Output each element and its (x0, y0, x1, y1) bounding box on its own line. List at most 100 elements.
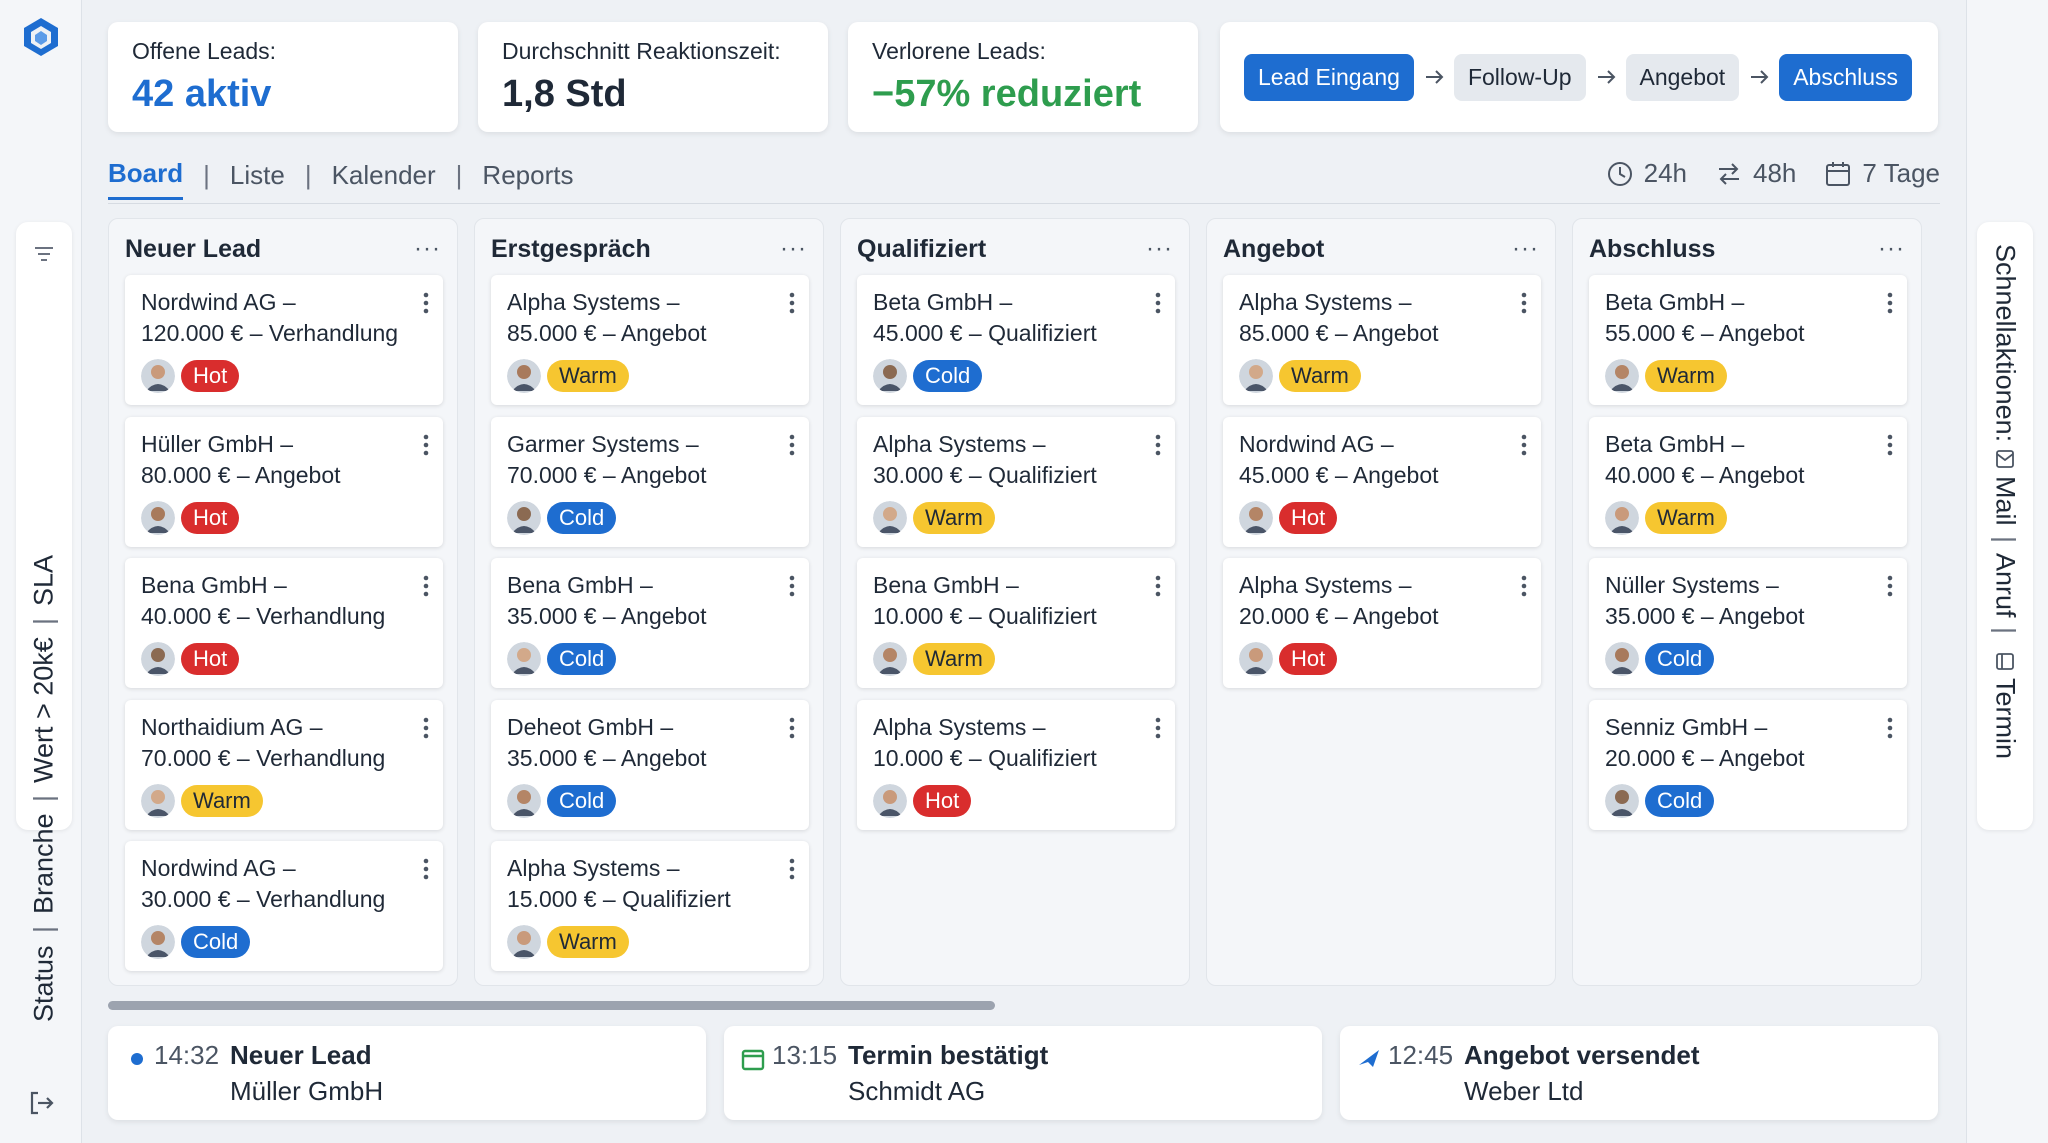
stat-offene-leads: Offene Leads: 42 aktiv (108, 22, 458, 132)
lead-temperature-badge: Warm (181, 784, 263, 817)
kebab-menu-icon[interactable] (423, 716, 429, 740)
quick-action-termin[interactable]: Termin (1990, 678, 2021, 760)
column-menu-icon[interactable]: ··· (1146, 235, 1173, 262)
kebab-menu-icon[interactable] (1155, 574, 1161, 598)
kebab-menu-icon[interactable] (1521, 291, 1527, 315)
avatar (1605, 359, 1639, 393)
lead-card[interactable]: Bena GmbH – 40.000 € – Verhandlung Hot (125, 558, 443, 688)
pipeline-step-lead-eingang[interactable]: Lead Eingang (1244, 53, 1414, 101)
lead-value-stage: 120.000 € – Verhandlung (141, 320, 399, 346)
lead-company: Hüller GmbH – (141, 430, 294, 457)
calendar-icon[interactable] (1994, 650, 2016, 672)
kebab-menu-icon[interactable] (789, 716, 795, 740)
lead-temperature-badge: Warm (1645, 360, 1727, 392)
quick-action-mail[interactable]: Mail (1990, 476, 2021, 526)
lead-company: Alpha Systems – (507, 289, 680, 315)
pipeline-step-angebot[interactable]: Angebot (1625, 53, 1740, 101)
pipeline-step-follow-up[interactable]: Follow-Up (1453, 53, 1586, 101)
filter-wert[interactable]: Wert > 20k€ (28, 637, 59, 783)
time-filter-24h[interactable]: 24h (1606, 158, 1687, 189)
lead-temperature-badge: Cold (547, 501, 617, 534)
time-filter-48h[interactable]: 48h (1715, 158, 1796, 189)
lead-card[interactable]: Beta GmbH – 45.000 € – Qualifiziert Cold (857, 275, 1175, 405)
lead-card[interactable]: Alpha Systems – 15.000 € – Qualifiziert Wa… (491, 841, 809, 971)
swap-icon (1719, 162, 1740, 185)
tab-liste[interactable]: Liste (229, 159, 285, 190)
lead-card[interactable]: Beta GmbH – 55.000 € – Angebot Warm (1589, 275, 1907, 405)
column-menu-icon[interactable]: ··· (1512, 235, 1539, 262)
kebab-menu-icon[interactable] (423, 574, 429, 598)
lead-card[interactable]: Alpha Systems – 20.000 € – Angebot Hot (1223, 558, 1541, 688)
activity-item[interactable]: 14:32 Neuer Lead Müller GmbH (108, 1026, 706, 1120)
lead-card[interactable]: Senniz GmbH – 20.000 € – Angebot Cold (1589, 699, 1907, 830)
lead-temperature-badge: Warm (913, 501, 995, 534)
lead-card[interactable]: Northaidium AG – 70.000 € – Verhandlung Wa… (125, 699, 443, 830)
lead-value-stage: 10.000 € – Qualifiziert (873, 744, 1097, 771)
pipeline-step-abschluss[interactable]: Abschluss (1779, 53, 1913, 101)
filter-sla[interactable]: SLA (28, 554, 59, 606)
lead-card[interactable]: Beta GmbH – 40.000 € – Angebot Warm (1589, 416, 1907, 547)
avatar (507, 783, 541, 818)
kebab-menu-icon[interactable] (1521, 574, 1527, 598)
column-3: Angebot ··· Alpha Systems – 85.000 € – Ange… (1206, 218, 1556, 986)
lead-card[interactable]: Garmer Systems – 70.000 € – Angebot Cold (491, 416, 809, 547)
lead-card[interactable]: Hüller GmbH – 80.000 € – Angebot Hot (125, 416, 443, 547)
horizontal-scrollbar[interactable] (108, 1001, 995, 1010)
kebab-menu-icon[interactable] (1887, 716, 1893, 740)
column-2: Qualifiziert ··· Beta GmbH – 45.000 € – Qua… (840, 218, 1190, 986)
kebab-menu-icon[interactable] (1887, 574, 1893, 598)
tab-board[interactable]: Board (108, 158, 184, 200)
logout-icon[interactable] (26, 1088, 56, 1118)
kebab-menu-icon[interactable] (1155, 433, 1161, 457)
kebab-menu-icon[interactable] (1887, 433, 1893, 457)
lead-card[interactable]: Nordwind AG – 45.000 € – Angebot Hot (1223, 416, 1541, 547)
kebab-menu-icon[interactable] (789, 291, 795, 315)
lead-temperature-badge: Hot (1279, 643, 1338, 675)
avatar (141, 500, 175, 535)
lead-value-stage: 35.000 € – Angebot (1605, 603, 1805, 629)
send-icon (1359, 1050, 1379, 1067)
quick-action-anruf[interactable]: Anruf (1990, 552, 2021, 618)
kebab-menu-icon[interactable] (423, 291, 429, 315)
lead-card[interactable]: Bena GmbH – 10.000 € – Qualifiziert Warm (857, 558, 1175, 688)
kebab-menu-icon[interactable] (423, 857, 429, 881)
kebab-menu-icon[interactable] (1521, 433, 1527, 457)
lead-card[interactable]: Nordwind AG – 120.000 € – Verhandlung Hot (125, 275, 443, 405)
lead-card[interactable]: Alpha Systems – 85.000 € – Angebot Warm (1223, 275, 1541, 405)
lead-temperature-badge: Hot (1279, 501, 1338, 534)
lead-card[interactable]: Alpha Systems – 30.000 € – Qualifiziert Wa… (857, 416, 1175, 547)
lead-card[interactable]: Alpha Systems – 85.000 € – Angebot Warm (491, 275, 809, 405)
mail-icon[interactable] (1994, 448, 2016, 470)
column-menu-icon[interactable]: ··· (1878, 235, 1905, 262)
lead-card[interactable]: Deheot GmbH – 35.000 € – Angebot Cold (491, 699, 809, 830)
avatar (873, 500, 907, 535)
activity-item[interactable]: 12:45 Angebot versendet Weber Ltd (1340, 1026, 1938, 1120)
filter-branche[interactable]: Branche (28, 813, 59, 915)
kebab-menu-icon[interactable] (789, 574, 795, 598)
column-menu-icon[interactable]: ··· (414, 235, 441, 262)
kebab-menu-icon[interactable] (1887, 291, 1893, 315)
avatar (873, 642, 907, 676)
lead-card[interactable]: Bena GmbH – 35.000 € – Angebot Cold (491, 558, 809, 688)
lead-card[interactable]: Alpha Systems – 10.000 € – Qualifiziert Ho… (857, 699, 1175, 830)
column-menu-icon[interactable]: ··· (780, 235, 807, 262)
quick-actions-bar: Schnellaktionen: Mail | Anruf | Termin (1977, 222, 2033, 830)
tab-kalender[interactable]: Kalender (331, 159, 436, 190)
lead-card[interactable]: Nüller Systems – 35.000 € – Angebot Cold (1589, 558, 1907, 688)
lead-card[interactable]: Nordwind AG – 30.000 € – Verhandlung Cold (125, 841, 443, 971)
lead-temperature-badge: Warm (547, 926, 629, 958)
activity-item[interactable]: 13:15 Termin bestätigt Schmidt AG (724, 1026, 1322, 1120)
tab-divider (108, 203, 1940, 204)
tab-reports[interactable]: Reports (482, 159, 574, 190)
app-logo-icon[interactable] (20, 16, 62, 58)
kebab-menu-icon[interactable] (1155, 716, 1161, 740)
kebab-menu-icon[interactable] (423, 433, 429, 457)
kebab-menu-icon[interactable] (789, 433, 795, 457)
filter-icon[interactable] (32, 242, 56, 266)
activity-title: Termin bestätigt (848, 1040, 1049, 1070)
kebab-menu-icon[interactable] (789, 857, 795, 881)
time-filter-7-tage[interactable]: 7 Tage (1824, 158, 1940, 189)
kebab-menu-icon[interactable] (1155, 291, 1161, 315)
filter-status[interactable]: Status (28, 945, 59, 1022)
column-title: Qualifiziert (857, 234, 987, 263)
